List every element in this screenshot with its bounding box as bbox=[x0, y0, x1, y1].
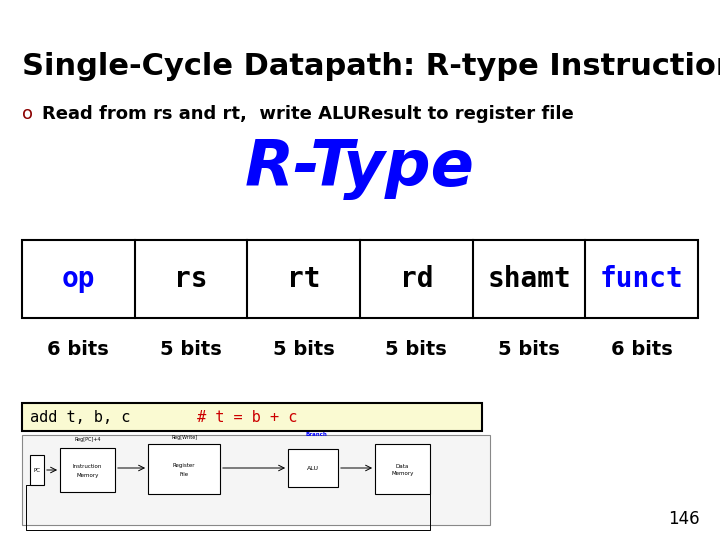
Bar bbox=[22, 435, 490, 525]
Text: File: File bbox=[179, 471, 189, 476]
Bar bbox=[60, 448, 115, 492]
Text: shamt: shamt bbox=[487, 265, 571, 293]
Bar bbox=[22, 403, 482, 431]
Text: rd: rd bbox=[400, 265, 433, 293]
Text: PC: PC bbox=[34, 468, 40, 472]
Text: rt: rt bbox=[287, 265, 320, 293]
Text: op: op bbox=[62, 265, 95, 293]
Bar bbox=[22, 240, 698, 318]
Text: Data: Data bbox=[396, 463, 409, 469]
Text: # t = b + c: # t = b + c bbox=[197, 409, 297, 424]
Text: 6 bits: 6 bits bbox=[611, 340, 672, 359]
Bar bbox=[30, 455, 44, 485]
Text: add t, b, c: add t, b, c bbox=[30, 409, 130, 424]
Text: Register: Register bbox=[173, 463, 195, 469]
Text: funct: funct bbox=[600, 265, 683, 293]
Bar bbox=[288, 449, 338, 487]
Text: 5 bits: 5 bits bbox=[385, 340, 447, 359]
Text: ALU: ALU bbox=[307, 465, 319, 470]
Text: Instruction: Instruction bbox=[73, 464, 102, 469]
Text: 5 bits: 5 bits bbox=[498, 340, 560, 359]
Bar bbox=[375, 444, 430, 494]
Text: Single-Cycle Datapath: R-type Instructions: Single-Cycle Datapath: R-type Instructio… bbox=[22, 52, 720, 81]
Text: rs: rs bbox=[174, 265, 208, 293]
Text: 5 bits: 5 bits bbox=[273, 340, 335, 359]
Text: Read from rs and rt,  write ALUResult to register file: Read from rs and rt, write ALUResult to … bbox=[42, 105, 574, 123]
Text: o: o bbox=[22, 105, 33, 123]
Text: 146: 146 bbox=[668, 510, 700, 528]
Text: Branch: Branch bbox=[305, 432, 327, 437]
Bar bbox=[148, 444, 220, 494]
Text: Memory: Memory bbox=[76, 472, 99, 477]
Text: 6 bits: 6 bits bbox=[48, 340, 109, 359]
Text: 5 bits: 5 bits bbox=[160, 340, 222, 359]
Text: Reg[PC]+4: Reg[PC]+4 bbox=[75, 437, 102, 442]
Text: Reg[Write]: Reg[Write] bbox=[172, 435, 198, 440]
Text: R-Type: R-Type bbox=[245, 138, 475, 200]
Text: Memory: Memory bbox=[391, 471, 414, 476]
